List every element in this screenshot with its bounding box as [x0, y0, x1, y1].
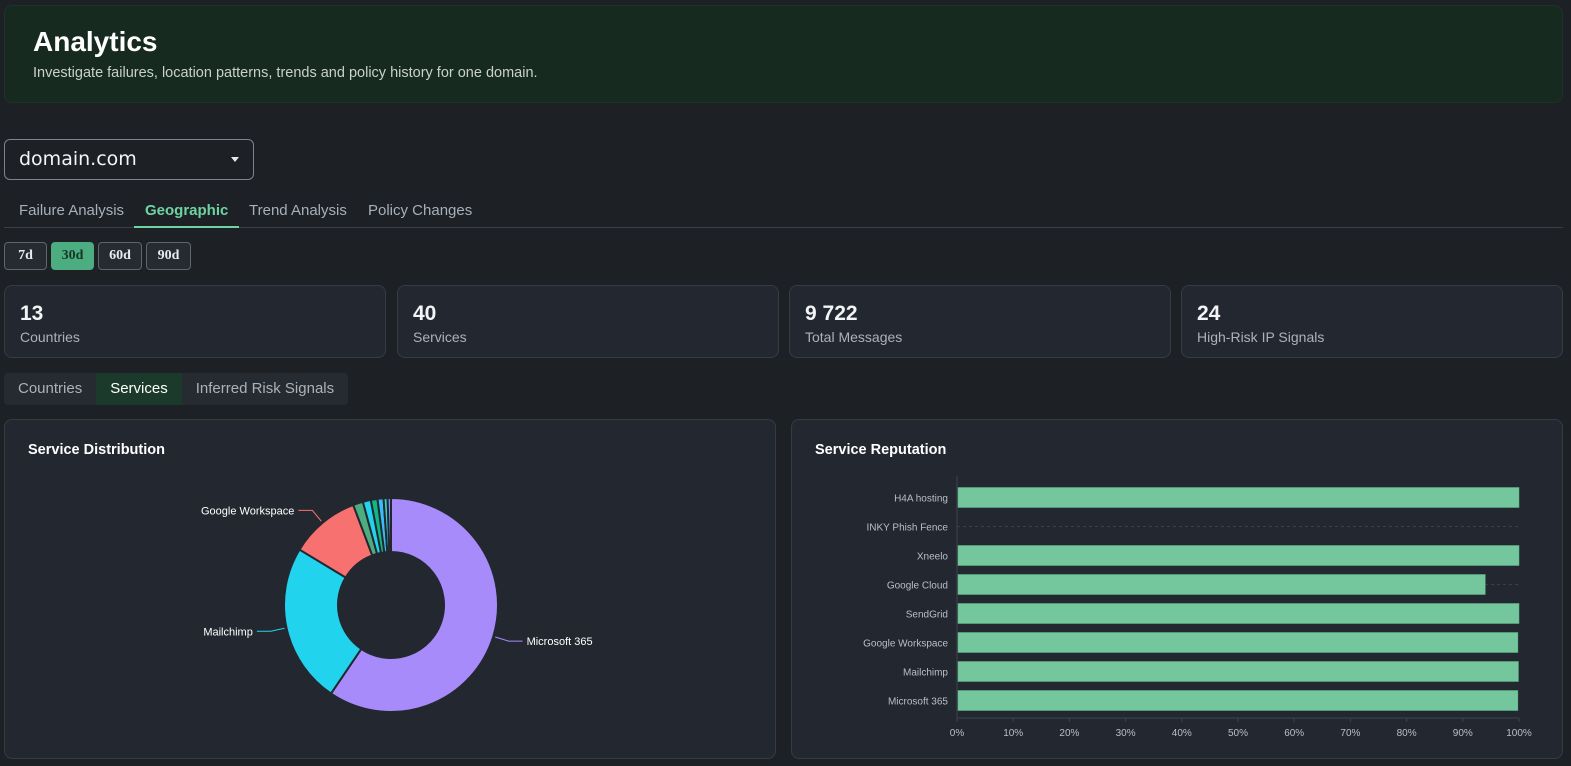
range-30d-button[interactable]: 30d — [51, 242, 94, 270]
range-90d-button[interactable]: 90d — [146, 242, 191, 270]
bar-h4a-hosting[interactable] — [957, 487, 1520, 508]
x-tick-label: 50% — [1228, 728, 1248, 739]
range-60d-button[interactable]: 60d — [98, 242, 142, 270]
x-tick-label: 60% — [1284, 728, 1304, 739]
bar-category-label: INKY Phish Fence — [866, 523, 948, 534]
service-reputation-panel: Service Reputation H4A hosting INKY Phish… — [791, 419, 1563, 759]
slice-mailchimp[interactable] — [283, 548, 363, 695]
stat-label: Total Messages — [805, 329, 903, 345]
service-distribution-chart: Microsoft 365 Mailchimp Google Workspace — [201, 496, 593, 713]
stat-card-services: 40 Services — [397, 285, 779, 358]
x-tick-label: 90% — [1453, 728, 1473, 739]
page-subtitle: Investigate failures, location patterns,… — [33, 65, 538, 81]
slice-microsoft-365[interactable] — [329, 496, 499, 713]
stat-value: 9 722 — [805, 302, 858, 325]
tab-failure-analysis[interactable]: Failure Analysis — [19, 202, 125, 219]
tab-geographic[interactable]: Geographic — [134, 202, 240, 228]
geo-subtabs: Countries Services Inferred Risk Signals — [4, 373, 349, 405]
bar-google-cloud[interactable] — [957, 574, 1486, 595]
domain-select-value: domain.com — [19, 148, 137, 170]
slice-leader-line — [495, 636, 523, 642]
bar-sendgrid[interactable] — [957, 603, 1520, 624]
x-tick-label: 70% — [1340, 728, 1360, 739]
bar-category-label: H4A hosting — [894, 494, 948, 505]
bar-category-label: Google Workspace — [863, 639, 948, 650]
stat-value: 24 — [1197, 302, 1221, 325]
stat-label: Services — [413, 329, 467, 345]
x-tick-label: 20% — [1059, 728, 1079, 739]
slice-label: Mailchimp — [203, 626, 253, 638]
stat-card-countries: 13 Countries — [4, 285, 386, 358]
panel-title: Service Distribution — [28, 442, 165, 458]
range-7d-button[interactable]: 7d — [4, 242, 47, 270]
page-header: Analytics Investigate failures, location… — [4, 5, 1563, 103]
page-title: Analytics — [33, 26, 158, 57]
x-tick-label: 100% — [1506, 728, 1532, 739]
service-distribution-panel: Service Distribution Microsoft 365 Mailch… — [4, 419, 776, 759]
stat-card-total-messages: 9 722 Total Messages — [789, 285, 1171, 358]
tab-trend-analysis[interactable]: Trend Analysis — [249, 202, 347, 219]
slice-label: Google Workspace — [201, 505, 294, 517]
panel-title: Service Reputation — [815, 442, 947, 458]
bar-category-label: Mailchimp — [903, 668, 948, 679]
stat-value: 13 — [20, 302, 44, 325]
subtab-countries[interactable]: Countries — [18, 380, 83, 397]
bar-mailchimp[interactable] — [957, 661, 1519, 682]
x-tick-label: 0% — [950, 728, 965, 739]
slice-minor[interactable] — [386, 496, 392, 554]
x-tick-label: 40% — [1172, 728, 1192, 739]
domain-select[interactable]: domain.com — [4, 139, 254, 180]
stat-label: High-Risk IP Signals — [1197, 329, 1325, 345]
slice-label: Microsoft 365 — [527, 636, 593, 648]
bar-xneelo[interactable] — [957, 545, 1520, 566]
x-tick-label: 80% — [1397, 728, 1417, 739]
caret-down-icon — [231, 157, 239, 162]
bar-google-workspace[interactable] — [957, 632, 1519, 653]
subtab-services[interactable]: Services — [96, 373, 182, 405]
slice-leader-line — [298, 509, 322, 522]
subtab-inferred-risk-signals[interactable]: Inferred Risk Signals — [195, 380, 335, 397]
tab-policy-changes[interactable]: Policy Changes — [368, 202, 473, 219]
bar-category-label: SendGrid — [906, 610, 948, 621]
service-reputation-chart: H4A hosting INKY Phish Fence Xneelo Google … — [863, 476, 1532, 739]
x-tick-label: 30% — [1116, 728, 1136, 739]
analysis-tabs: Failure Analysis Geographic Trend Analys… — [4, 194, 1563, 228]
bar-category-label: Xneelo — [917, 552, 949, 563]
bar-microsoft-365[interactable] — [957, 690, 1519, 711]
x-tick-label: 10% — [1003, 728, 1023, 739]
stat-card-high-risk-ip: 24 High-Risk IP Signals — [1181, 285, 1563, 358]
stat-value: 40 — [413, 302, 437, 325]
bar-category-label: Microsoft 365 — [888, 697, 948, 708]
stat-label: Countries — [20, 329, 80, 345]
slice-leader-line — [256, 627, 285, 632]
bar-category-label: Google Cloud — [887, 581, 948, 592]
